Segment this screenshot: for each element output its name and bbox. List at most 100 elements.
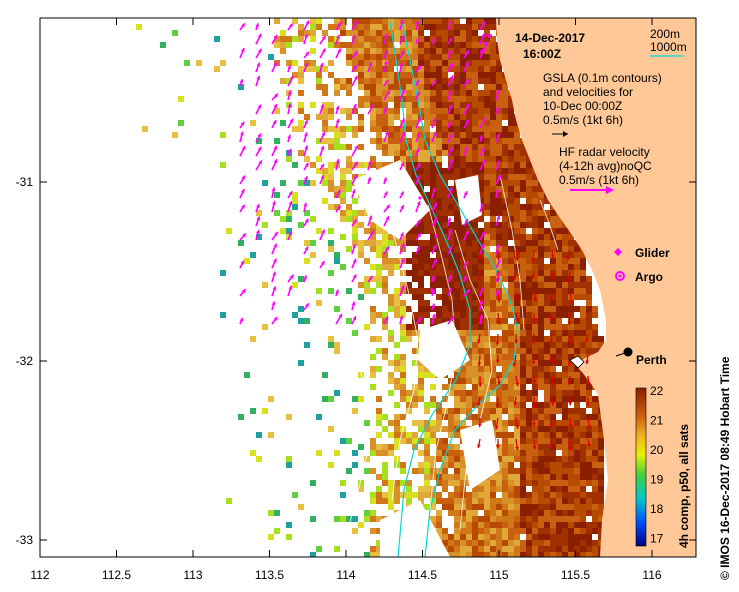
velocity-arrow	[399, 285, 405, 297]
velocity-arrow	[335, 118, 340, 129]
velocity-arrow	[431, 187, 436, 199]
velocity-arrow	[335, 189, 341, 199]
velocity-arrow	[271, 200, 276, 213]
hf-legend-scale: 0.5m/s (1kt 6h)	[559, 173, 639, 187]
velocity-arrow	[431, 244, 437, 255]
velocity-arrow	[383, 215, 390, 227]
velocity-arrow	[415, 245, 421, 255]
velocity-arrow	[447, 104, 453, 115]
velocity-arrow	[463, 288, 471, 297]
velocity-arrow	[319, 260, 326, 269]
velocity-arrow	[415, 37, 420, 45]
velocity-arrow	[271, 286, 277, 297]
velocity-arrow	[586, 375, 591, 386]
x-tick-label: 112.5	[102, 568, 131, 582]
velocity-arrow	[497, 375, 501, 386]
velocity-arrow	[271, 119, 277, 129]
contour-1000m	[389, 21, 471, 557]
velocity-arrow	[478, 249, 482, 260]
velocity-arrow	[335, 289, 339, 297]
velocity-arrow	[447, 229, 452, 241]
map-time: 16:00Z	[523, 47, 561, 61]
colorbar-tick: 20	[650, 443, 664, 457]
gsla-velocity-arrows	[476, 249, 592, 451]
colorbar-tick: 21	[650, 414, 664, 428]
velocity-arrow	[532, 396, 537, 409]
velocity-arrow	[303, 302, 310, 311]
velocity-arrow	[415, 200, 421, 213]
velocity-arrow	[568, 438, 572, 451]
velocity-arrow	[303, 132, 308, 143]
velocity-arrow	[495, 106, 500, 115]
velocity-arrow	[335, 34, 340, 45]
x-tick-label: 115	[489, 568, 508, 582]
velocity-arrow	[351, 50, 359, 59]
velocity-arrow	[303, 176, 308, 185]
velocity-arrow	[495, 258, 502, 269]
velocity-arrow	[287, 23, 294, 31]
velocity-arrow	[494, 417, 499, 430]
perth-marker: Perth	[569, 347, 667, 369]
velocity-arrow	[431, 78, 437, 87]
velocity-arrow	[239, 47, 245, 59]
velocity-arrow	[383, 79, 389, 87]
data-gaps	[352, 160, 500, 557]
velocity-arrow	[351, 173, 359, 185]
hf-legend-line1: HF radar velocity	[559, 145, 650, 159]
velocity-arrow	[479, 117, 487, 129]
velocity-arrow	[496, 249, 501, 260]
velocity-arrow	[415, 20, 420, 31]
velocity-arrow	[271, 258, 277, 269]
colorbar-tick: 19	[650, 473, 664, 487]
velocity-arrow	[271, 243, 278, 255]
velocity-arrow	[586, 438, 591, 448]
velocity-arrow	[447, 186, 453, 199]
velocity-arrow	[415, 175, 420, 185]
velocity-arrow	[255, 48, 263, 59]
velocity-arrow	[287, 230, 293, 241]
velocity-arrow	[479, 159, 487, 171]
velocity-arrow	[319, 145, 325, 157]
velocity-arrow	[447, 287, 452, 297]
velocity-arrow	[447, 274, 453, 283]
velocity-arrow	[239, 22, 246, 31]
velocity-arrow	[383, 60, 388, 73]
colorbar-tick: 22	[650, 384, 664, 398]
velocity-arrow	[479, 231, 486, 241]
velocity-arrow	[463, 218, 469, 227]
velocity-arrow	[335, 48, 342, 59]
velocity-arrow	[479, 21, 487, 31]
velocity-arrow	[463, 146, 468, 157]
velocity-arrow	[399, 191, 405, 199]
footer-credit: © IMOS 16-Dec-2017 08:49 Hobart Time	[718, 356, 732, 580]
velocity-arrow	[585, 354, 590, 365]
argo-legend: Argo	[615, 270, 663, 284]
velocity-arrow	[479, 32, 486, 45]
velocity-arrow	[255, 23, 259, 31]
velocity-arrow	[415, 132, 421, 143]
velocity-arrow	[447, 245, 453, 255]
velocity-arrow	[239, 121, 245, 129]
velocity-arrow	[431, 37, 437, 45]
y-tick-label: -31	[16, 175, 34, 189]
velocity-arrow	[495, 89, 500, 101]
velocity-arrow	[463, 61, 470, 73]
velocity-arrow	[319, 131, 326, 143]
velocity-arrow	[399, 162, 405, 171]
velocity-arrow	[447, 133, 454, 143]
velocity-arrow	[399, 315, 404, 325]
velocity-arrow	[532, 417, 536, 427]
velocity-arrow	[367, 160, 372, 171]
velocity-arrow	[399, 62, 404, 73]
velocity-arrow	[514, 333, 519, 344]
colorbar: 22 21 20 19 18 17 4h comp, p50, all sats	[635, 384, 691, 548]
velocity-arrow	[479, 300, 484, 311]
velocity-arrow	[271, 158, 278, 171]
x-axis: 112 112.5 113 113.5 114 114.5 115 115.5 116	[30, 18, 662, 582]
velocity-arrow	[319, 62, 324, 73]
velocity-arrow	[415, 117, 422, 129]
y-tick-label: -33	[16, 533, 34, 547]
velocity-arrow	[255, 104, 262, 115]
velocity-arrow	[587, 417, 592, 430]
velocity-arrow	[383, 106, 388, 115]
